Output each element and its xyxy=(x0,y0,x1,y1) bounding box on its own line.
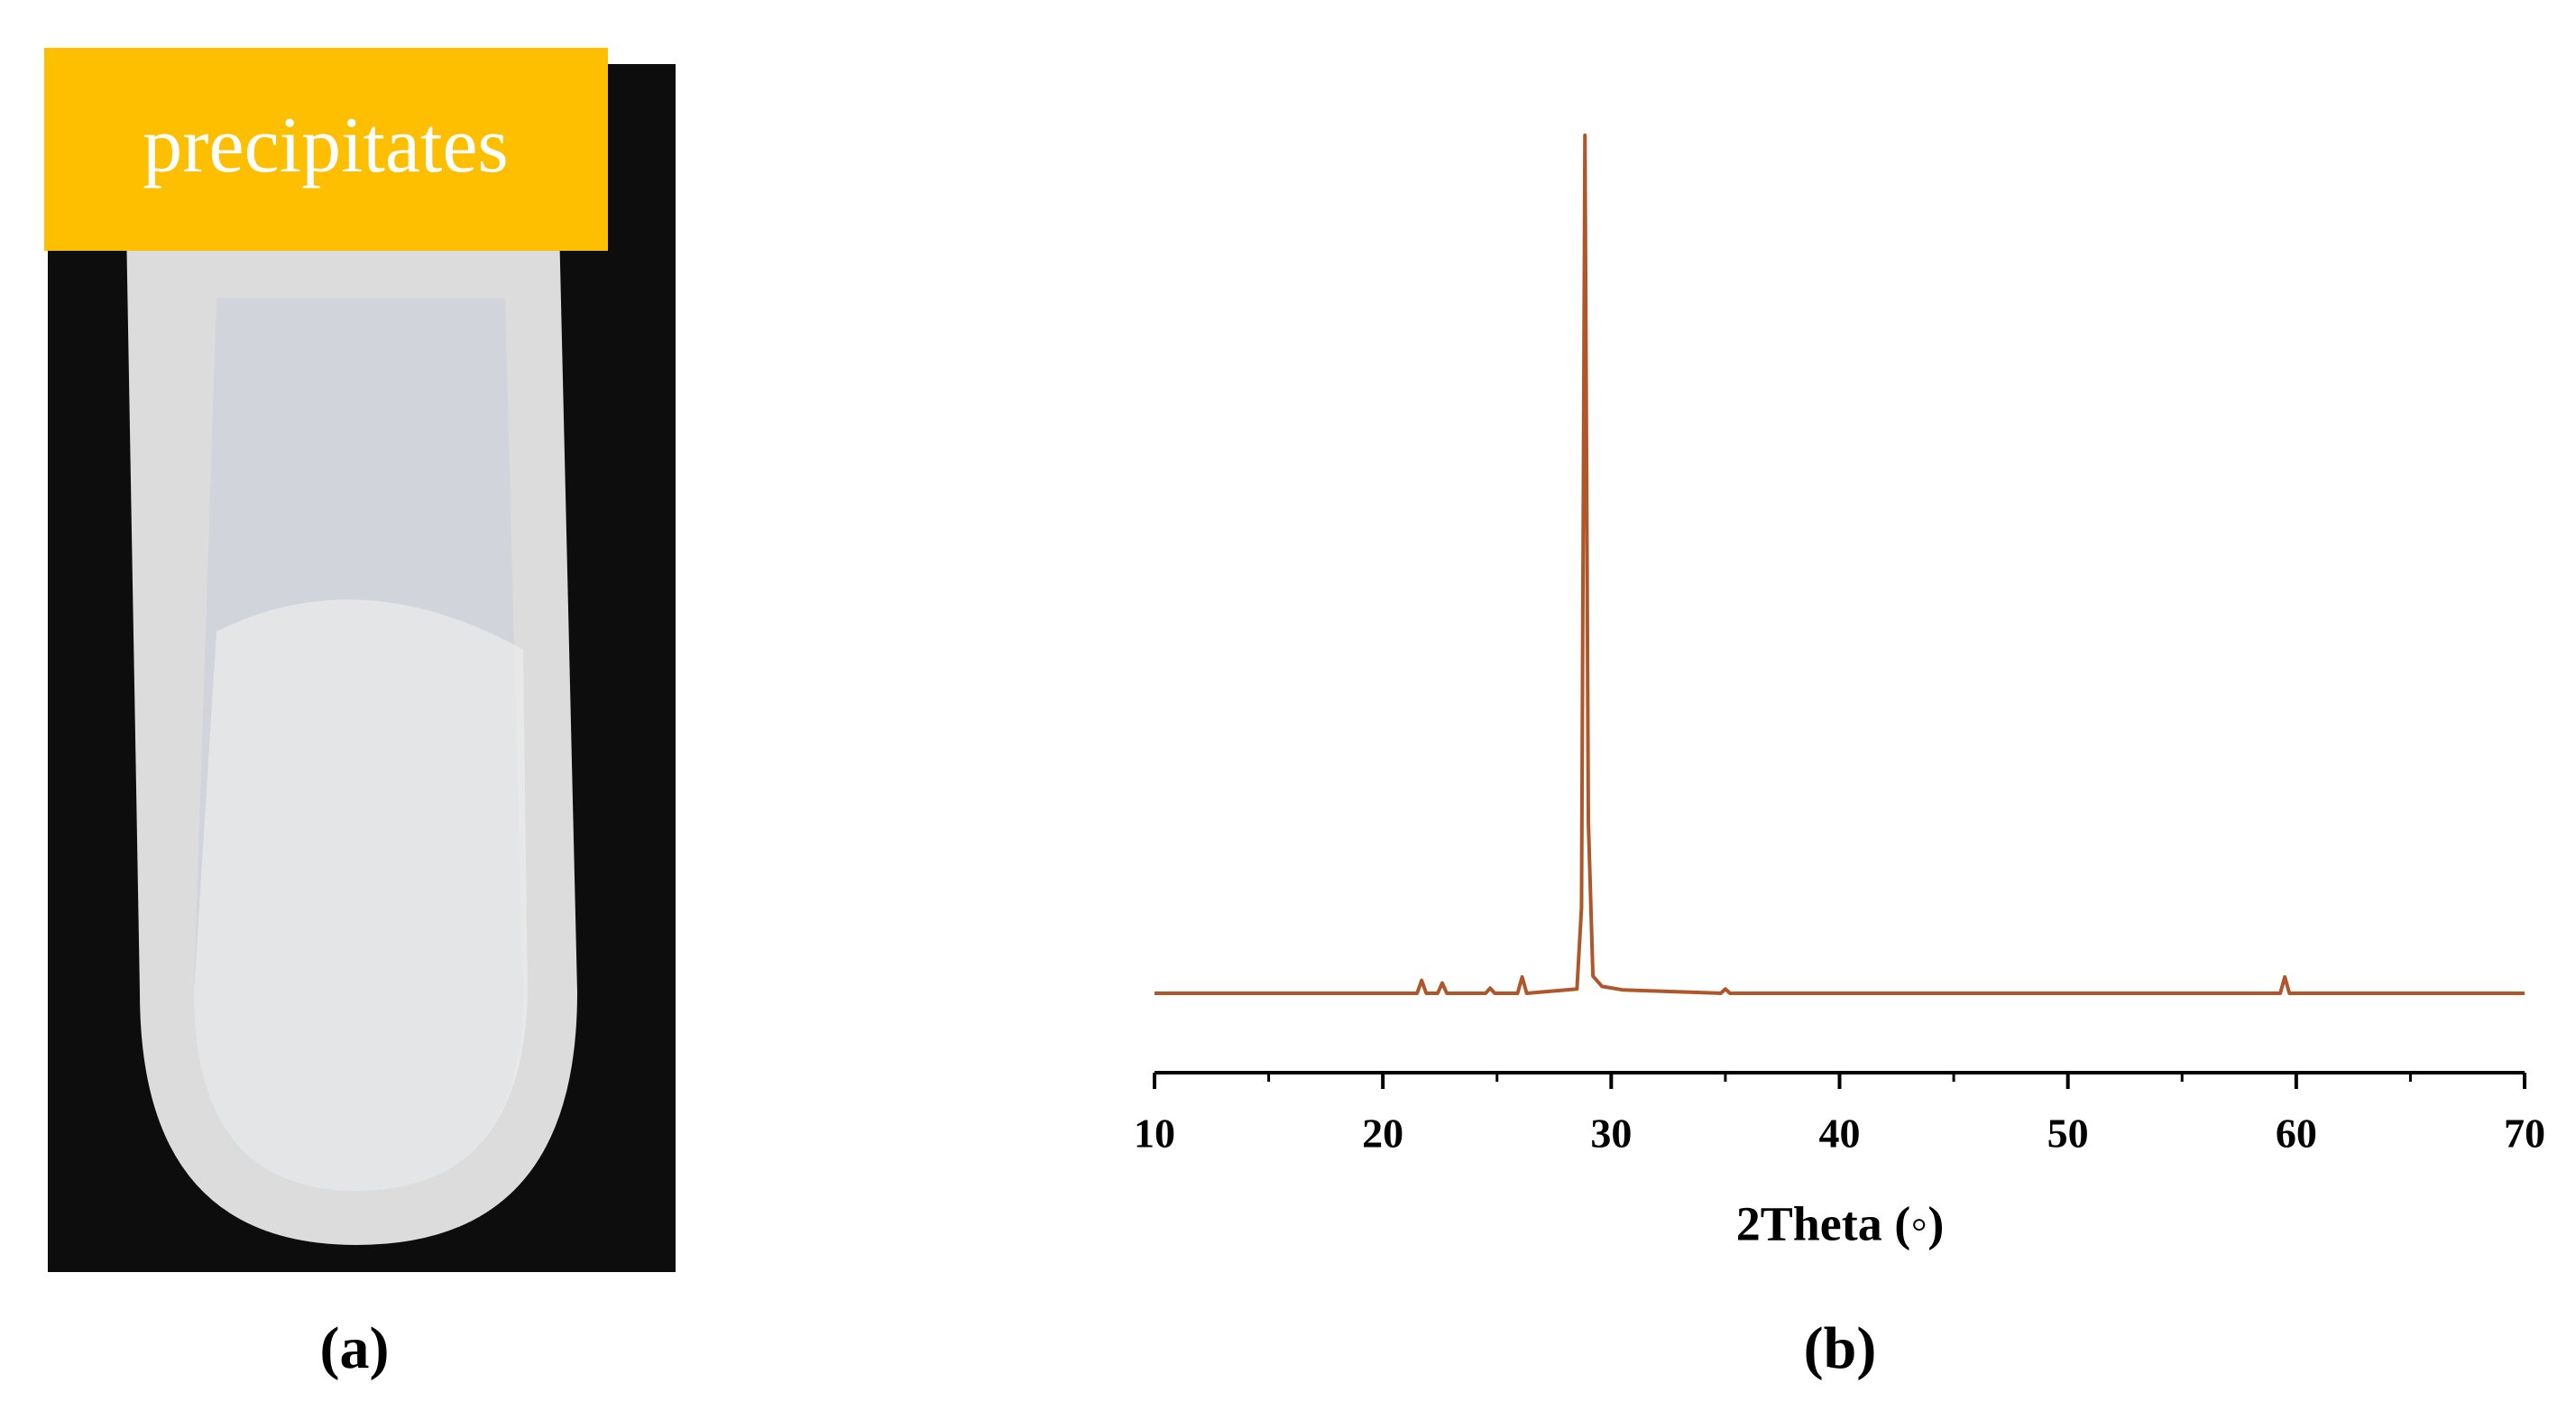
x-tick-label: 60 xyxy=(2276,1111,2317,1157)
precipitate-cloud xyxy=(194,599,528,1191)
label-box xyxy=(44,48,608,251)
x-tick-label: 20 xyxy=(1362,1111,1403,1157)
photo-label: precipitates xyxy=(143,102,509,189)
panel-label: (b) xyxy=(1804,1315,1877,1381)
x-tick-label: 40 xyxy=(1819,1111,1861,1157)
x-tick-label: 70 xyxy=(2504,1111,2545,1157)
xrd-line xyxy=(1155,134,2525,995)
x-tick-label: 10 xyxy=(1134,1111,1175,1157)
x-axis-label: 2Theta (◦) xyxy=(1736,1196,1945,1250)
x-tick-label: 30 xyxy=(1590,1111,1632,1157)
panel-label: (a) xyxy=(320,1315,390,1381)
x-tick-label: 50 xyxy=(2047,1111,2089,1157)
